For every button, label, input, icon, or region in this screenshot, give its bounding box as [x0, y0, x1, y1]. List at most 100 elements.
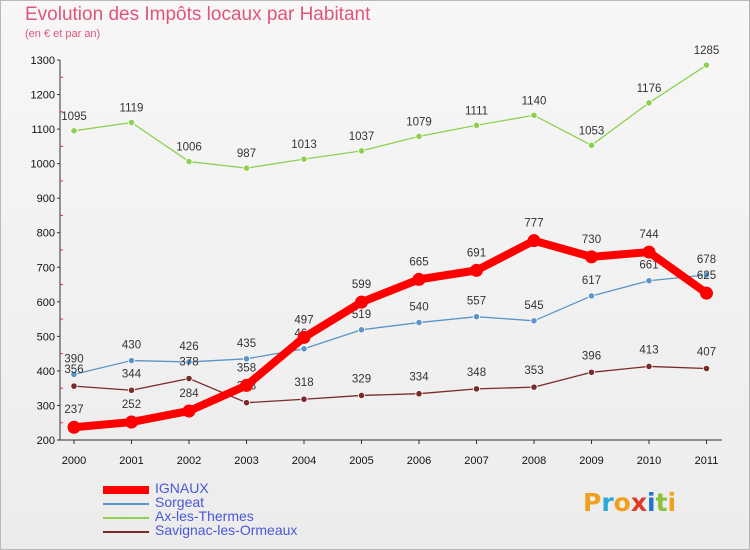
data-label: 1006 — [176, 142, 202, 154]
data-label: 1111 — [465, 105, 488, 117]
data-point — [127, 386, 136, 394]
data-point — [585, 250, 598, 264]
data-point — [67, 420, 81, 434]
data-point — [300, 155, 308, 163]
data-label: 1037 — [349, 131, 375, 143]
data-label: 665 — [409, 256, 428, 268]
y-tick-label: 1300 — [31, 55, 55, 67]
data-label: 378 — [179, 357, 198, 369]
data-label: 661 — [639, 260, 658, 272]
data-point — [645, 99, 653, 107]
y-tick-label: 300 — [37, 400, 55, 412]
x-tick-label: 2003 — [234, 455, 258, 467]
series-line — [70, 236, 711, 432]
y-tick-label: 200 — [37, 435, 55, 447]
data-point — [472, 385, 481, 393]
x-tick-label: 2006 — [407, 455, 431, 467]
logo-letter: x — [630, 488, 647, 517]
data-point — [530, 111, 538, 119]
data-label: 545 — [524, 300, 543, 312]
legend-label-ax-les-thermes: Ax-les-Thermes — [155, 508, 254, 524]
data-label: 430 — [122, 340, 141, 352]
chart-subtitle: (en € et par an) — [25, 28, 101, 40]
data-point — [355, 295, 368, 309]
data-point — [702, 271, 711, 279]
logo-letter: o — [613, 488, 631, 517]
legend-swatch-ax-les-thermes — [103, 517, 149, 519]
data-label: 356 — [64, 364, 83, 376]
data-point — [530, 317, 538, 325]
data-label: 691 — [467, 247, 486, 259]
data-label: 1119 — [120, 103, 144, 115]
data-label: 344 — [122, 368, 142, 380]
data-label: 617 — [582, 275, 601, 287]
data-label: 334 — [409, 372, 429, 384]
data-label: 1079 — [406, 116, 432, 128]
y-tick-label: 500 — [37, 331, 55, 343]
data-label: 1285 — [694, 45, 720, 57]
x-tick-label: 2001 — [119, 455, 143, 467]
data-label: 237 — [64, 404, 83, 416]
data-label: 390 — [64, 353, 83, 365]
data-point — [472, 313, 481, 321]
data-point — [587, 141, 596, 149]
logo-letter: r — [601, 488, 614, 517]
data-point — [642, 245, 656, 259]
data-point — [125, 415, 138, 429]
legend-label-sorgeat: Sorgeat — [155, 494, 205, 510]
logo-letter: i — [647, 488, 656, 517]
logo-letter: i — [667, 488, 677, 517]
data-label: 777 — [524, 218, 543, 230]
data-label: 678 — [697, 254, 716, 266]
data-point — [70, 127, 78, 135]
data-label: 407 — [697, 346, 716, 358]
y-tick-label: 800 — [37, 228, 55, 240]
x-tick-label: 2011 — [695, 455, 719, 467]
data-label: 1140 — [522, 95, 547, 107]
data-label: 497 — [294, 314, 313, 326]
logo-letter: t — [655, 488, 668, 517]
data-point — [300, 345, 308, 353]
data-label: 284 — [179, 388, 199, 400]
data-label: 540 — [409, 302, 428, 314]
data-label: 413 — [639, 344, 658, 356]
data-point — [297, 330, 311, 344]
x-tick-label: 2007 — [464, 455, 488, 467]
data-point — [415, 318, 423, 327]
data-label: 358 — [237, 362, 256, 374]
legend-swatch-savignac-les-ormeaux — [103, 531, 149, 533]
y-tick-label: 1200 — [31, 90, 55, 102]
data-point — [70, 370, 78, 378]
data-label: 426 — [179, 341, 198, 353]
data-label: 318 — [294, 377, 313, 389]
legend-swatch-sorgeat — [103, 503, 149, 505]
data-point — [587, 368, 596, 376]
series-line — [73, 274, 708, 376]
data-point — [182, 404, 196, 418]
data-point — [185, 157, 193, 166]
x-tick-label: 2008 — [522, 455, 546, 467]
data-point — [700, 286, 713, 300]
data-point — [527, 234, 541, 248]
x-tick-label: 2009 — [579, 455, 603, 467]
chart-title: Evolution des Impôts locaux par Habitant — [25, 4, 371, 25]
data-point — [702, 61, 711, 69]
y-tick-label: 700 — [37, 262, 55, 274]
y-tick-label: 900 — [37, 193, 55, 205]
data-point — [645, 277, 653, 285]
data-label: 252 — [122, 399, 141, 411]
data-label: 730 — [582, 234, 601, 246]
data-point — [470, 263, 483, 277]
data-point — [415, 132, 423, 140]
data-point — [242, 355, 251, 363]
data-label: 987 — [237, 148, 256, 160]
data-label: 435 — [237, 338, 256, 350]
x-tick-label: 2002 — [177, 455, 201, 467]
data-point — [702, 364, 711, 373]
data-point — [242, 399, 251, 407]
x-tick-label: 2000 — [62, 455, 86, 467]
data-point — [127, 118, 136, 127]
data-point — [357, 391, 366, 400]
